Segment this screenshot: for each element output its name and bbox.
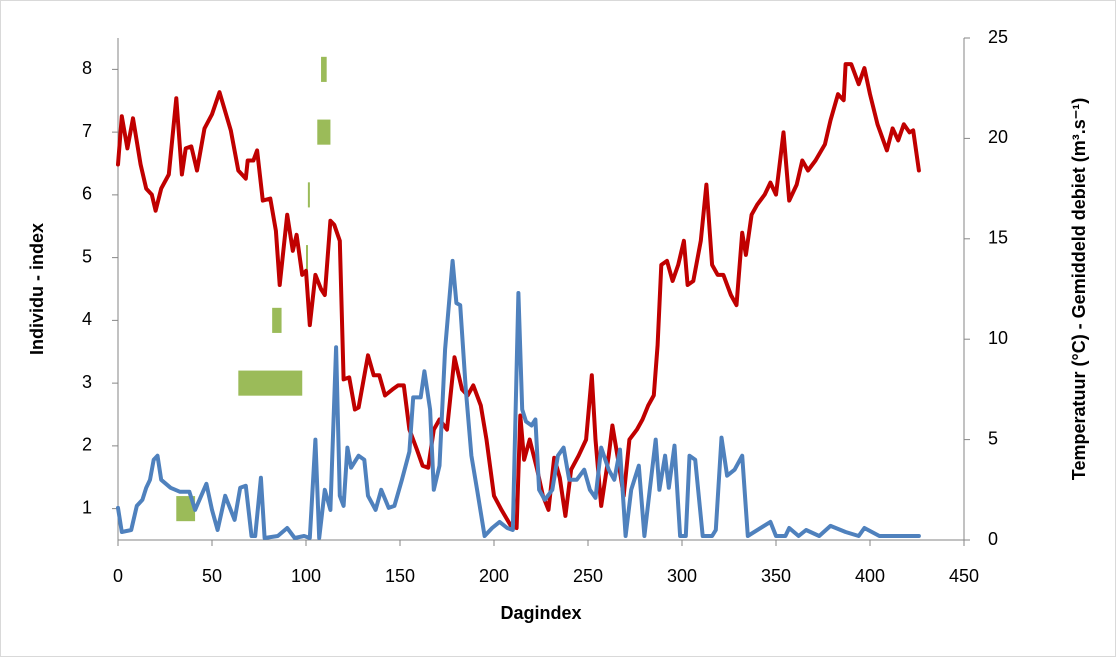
range-bar	[238, 370, 303, 396]
x-axis-title: Dagindex	[500, 603, 581, 623]
y2-tick-label: 0	[988, 529, 998, 549]
y2-tick-label: 20	[988, 127, 1008, 147]
y2-tick-label: 10	[988, 328, 1008, 348]
series-line	[116, 258, 921, 540]
range-bar	[272, 307, 282, 333]
range-bar	[321, 56, 327, 82]
range-bar	[317, 119, 331, 145]
x-tick-label: 0	[113, 566, 123, 586]
y-tick-label: 1	[82, 497, 92, 517]
y-tick-label: 8	[82, 58, 92, 78]
x-tick-label: 300	[667, 566, 697, 586]
y2-tick-label: 15	[988, 228, 1008, 248]
y-tick-label: 5	[82, 246, 92, 266]
y-tick-label: 7	[82, 121, 92, 141]
x-tick-label: 350	[761, 566, 791, 586]
y-tick-label: 3	[82, 372, 92, 392]
x-tick-label: 400	[855, 566, 885, 586]
x-tick-label: 50	[202, 566, 222, 586]
range-bar	[307, 182, 310, 208]
x-tick-label: 150	[385, 566, 415, 586]
x-tick-label: 450	[949, 566, 979, 586]
y2-tick-label: 25	[988, 27, 1008, 47]
y-tick-label: 2	[82, 435, 92, 455]
y2-axis-title: Temperatuur (°C) - Gemiddeld debiet (m³.…	[1069, 98, 1089, 480]
y-tick-label: 4	[82, 309, 92, 329]
y-tick-label: 6	[82, 184, 92, 204]
range-bar	[176, 496, 196, 522]
y2-tick-label: 5	[988, 428, 998, 448]
range-bar	[306, 245, 308, 271]
y-axis-title: Individu - index	[27, 223, 47, 355]
x-tick-label: 100	[291, 566, 321, 586]
x-tick-label: 250	[573, 566, 603, 586]
x-tick-label: 200	[479, 566, 509, 586]
series-line	[116, 62, 921, 530]
